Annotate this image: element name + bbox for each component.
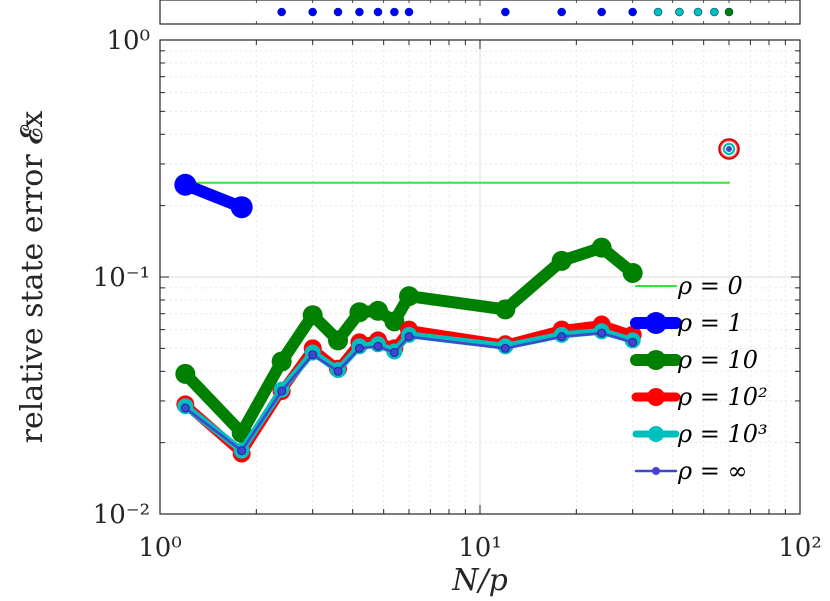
data-point: [308, 350, 318, 360]
data-point: [328, 330, 349, 351]
data-point: [404, 332, 414, 342]
data-point: [495, 299, 516, 320]
y-tick-label: 10⁰: [106, 26, 150, 56]
x-axis-label: N/p: [451, 563, 508, 598]
legend-marker: [652, 467, 660, 475]
data-point: [333, 366, 343, 376]
strip-point: [557, 7, 566, 17]
legend-label: ρ = 0: [677, 272, 743, 300]
legend-label: ρ = ∞: [677, 457, 747, 485]
x-tick-label: 10⁰: [138, 533, 182, 563]
legend-item-5: ρ = ∞: [634, 457, 747, 485]
main-axes: 10⁰ 10¹ 10² 10⁻² 10⁻¹ 10⁰: [93, 26, 822, 563]
strip-point: [404, 7, 414, 17]
strip-point: [333, 7, 343, 17]
strip-point: [390, 7, 399, 17]
legend-label: ρ = 10³: [677, 420, 768, 448]
strip-point: [724, 7, 734, 17]
legend-item-2: ρ = 10: [630, 346, 758, 374]
data-point: [725, 144, 734, 153]
strip-point: [373, 7, 383, 17]
strip-point: [355, 7, 364, 17]
legend-label: ρ = 10: [677, 346, 758, 374]
legend-item-4: ρ = 10³: [632, 420, 768, 448]
data-point: [500, 343, 510, 353]
data-point: [557, 332, 567, 342]
data-point: [349, 302, 370, 323]
y-tick-label: 10⁻²: [93, 500, 150, 530]
legend-marker: [648, 426, 664, 442]
data-point: [302, 305, 323, 326]
legend-marker: [647, 388, 665, 406]
data-point: [175, 363, 196, 384]
legend: ρ = 0 ρ = 1 ρ = 10 ρ = 10² ρ = 10³ ρ = ∞: [630, 272, 768, 485]
strip-point: [597, 7, 606, 17]
data-point: [373, 341, 383, 351]
legend-label: ρ = 10²: [677, 383, 768, 411]
strip-point: [501, 7, 510, 17]
legend-marker: [646, 350, 666, 370]
series-5: [180, 144, 734, 456]
legend-marker: [645, 312, 667, 334]
legend-label: ρ = 1: [677, 309, 743, 337]
series-2: [175, 237, 643, 443]
top-marker-strip: [159, 0, 801, 25]
data-point: [389, 348, 399, 358]
strip-point: [693, 7, 703, 17]
legend-item-3: ρ = 10²: [631, 383, 768, 411]
legend-item-1: ρ = 1: [630, 309, 743, 337]
strip-point: [277, 7, 286, 17]
data-point: [237, 446, 247, 456]
x-tick-label: 10¹: [458, 533, 502, 563]
data-point: [354, 343, 364, 353]
strip-point: [675, 7, 684, 17]
series-1: [174, 173, 253, 219]
data-point: [277, 386, 287, 396]
y-axis-label: relative state error 𝓔x: [15, 111, 50, 444]
data-point: [551, 250, 572, 271]
strip-point: [710, 7, 719, 17]
data-point: [174, 173, 197, 196]
data-point: [597, 328, 607, 338]
data-point: [628, 337, 638, 347]
legend-item-0: ρ = 0: [635, 272, 743, 300]
data-point: [367, 300, 388, 321]
strip-point: [308, 7, 317, 17]
data-point: [399, 286, 420, 307]
data-point: [384, 311, 405, 332]
y-tick-label: 10⁻¹: [93, 263, 150, 293]
data-point: [180, 403, 190, 413]
data-point: [230, 196, 253, 219]
data-point: [591, 237, 612, 258]
x-tick-label: 10²: [778, 533, 822, 563]
data-point: [622, 262, 643, 283]
strip-point: [653, 7, 663, 17]
data-point: [271, 351, 292, 372]
strip-point: [628, 7, 637, 17]
